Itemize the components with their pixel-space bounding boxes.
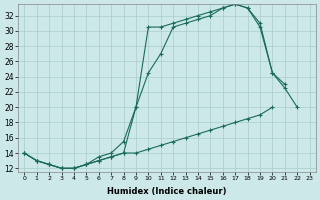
- X-axis label: Humidex (Indice chaleur): Humidex (Indice chaleur): [107, 187, 227, 196]
